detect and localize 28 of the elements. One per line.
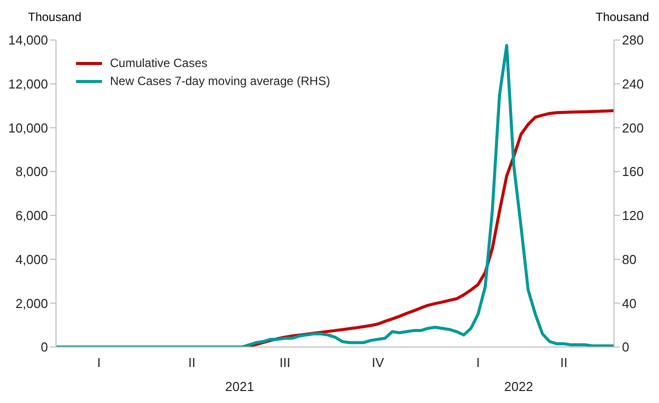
legend-label: Cumulative Cases xyxy=(110,55,208,72)
x-tick-label: I xyxy=(97,355,101,370)
y2-axis-title: Thousand xyxy=(596,10,649,24)
y2-tick-label: 200 xyxy=(622,120,644,136)
text: 2022 xyxy=(503,379,534,394)
legend-label: New Cases 7-day moving average (RHS) xyxy=(110,73,330,90)
y2-tick-label: 240 xyxy=(622,76,644,92)
y2-tick-label: 280 xyxy=(622,32,644,48)
y-tick-label: 14,000 xyxy=(8,32,48,48)
y-tick-label: 10,000 xyxy=(8,120,48,136)
x-tick-label: IV xyxy=(372,355,384,370)
y-tick-label: 2,000 xyxy=(15,296,48,311)
x-tick-label: I xyxy=(476,355,480,370)
y2-tick-label: 0 xyxy=(622,340,630,355)
y2-tick-label: 120 xyxy=(622,208,644,224)
y-tick-label: 0 xyxy=(40,340,48,355)
x-tick-label: II xyxy=(560,355,568,370)
y2-tick-label: 160 xyxy=(622,164,644,180)
y-tick-label: 6,000 xyxy=(15,208,48,224)
text: 2021 xyxy=(224,379,256,394)
y2-tick-label: 80 xyxy=(622,252,636,267)
x-tick-label: II xyxy=(188,355,196,370)
y-tick-label: 4,000 xyxy=(15,252,48,267)
y-tick-label: 12,000 xyxy=(8,76,48,92)
y-axis-title: Thousand xyxy=(28,10,82,24)
y-tick-label: 8,000 xyxy=(15,164,48,180)
x-tick-label: III xyxy=(280,355,290,370)
y2-tick-label: 40 xyxy=(622,296,636,311)
